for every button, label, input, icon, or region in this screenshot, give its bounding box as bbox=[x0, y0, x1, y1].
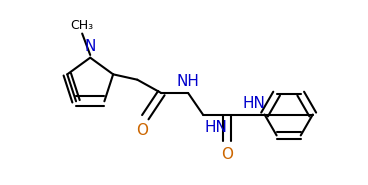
Text: N: N bbox=[85, 39, 96, 54]
Text: HN: HN bbox=[243, 95, 265, 110]
Text: CH₃: CH₃ bbox=[71, 19, 94, 32]
Text: O: O bbox=[221, 147, 233, 162]
Text: O: O bbox=[137, 123, 149, 138]
Text: HN: HN bbox=[204, 120, 227, 135]
Text: NH: NH bbox=[177, 74, 199, 89]
